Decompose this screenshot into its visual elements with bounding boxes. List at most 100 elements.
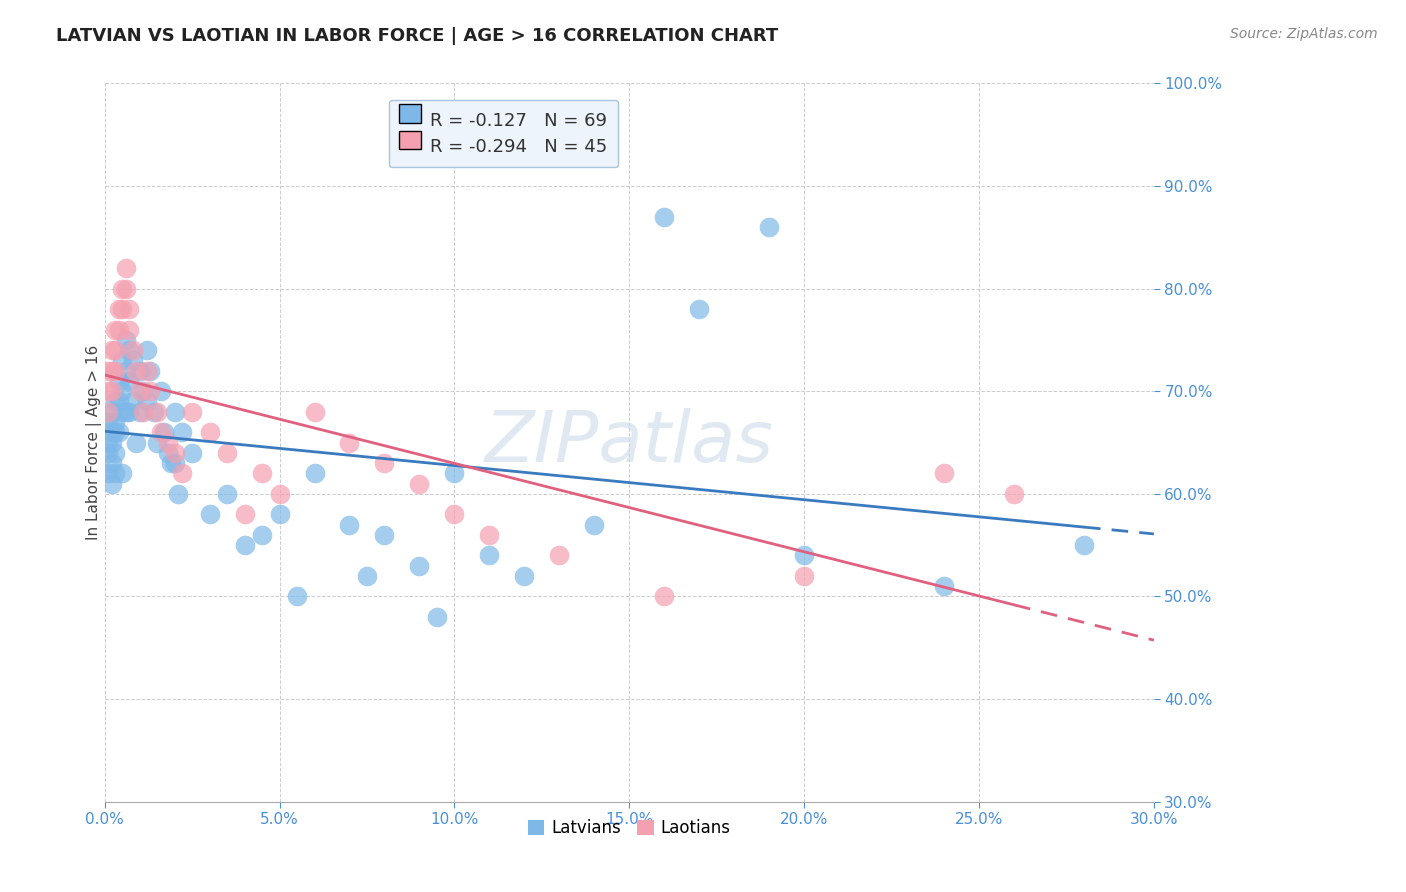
Point — [285, 590, 308, 604]
Point — [100, 435, 122, 450]
Point — [132, 405, 155, 419]
Point — [107, 394, 129, 409]
Point — [107, 374, 129, 388]
Point — [135, 364, 157, 378]
Point — [125, 364, 148, 378]
Point — [233, 508, 256, 522]
Point — [125, 435, 148, 450]
Point — [100, 405, 122, 419]
Point — [408, 476, 430, 491]
Point — [426, 610, 449, 624]
Point — [153, 425, 176, 440]
Point — [135, 343, 157, 358]
Point — [373, 528, 395, 542]
Point — [104, 394, 127, 409]
Point — [443, 467, 465, 481]
Point — [1073, 538, 1095, 552]
Text: Source: ZipAtlas.com: Source: ZipAtlas.com — [1230, 27, 1378, 41]
Point — [170, 467, 193, 481]
Point — [100, 384, 122, 399]
Point — [1002, 487, 1025, 501]
Point — [146, 405, 169, 419]
Point — [128, 405, 150, 419]
Point — [233, 538, 256, 552]
Point — [104, 446, 127, 460]
Point — [97, 467, 120, 481]
Point — [97, 384, 120, 399]
Point — [107, 425, 129, 440]
Point — [139, 364, 162, 378]
Point — [304, 405, 326, 419]
Point — [100, 456, 122, 470]
Point — [478, 528, 501, 542]
Point — [548, 549, 571, 563]
Point — [163, 446, 186, 460]
Point — [793, 569, 815, 583]
Point — [111, 302, 134, 317]
Point — [652, 210, 675, 224]
Point — [104, 425, 127, 440]
Point — [97, 405, 120, 419]
Point — [198, 508, 221, 522]
Point — [100, 476, 122, 491]
Point — [139, 384, 162, 399]
Point — [149, 425, 172, 440]
Point — [758, 220, 780, 235]
Point — [652, 590, 675, 604]
Point — [156, 446, 179, 460]
Point — [339, 435, 361, 450]
Point — [104, 323, 127, 337]
Point — [118, 343, 141, 358]
Point — [142, 405, 165, 419]
Point — [111, 353, 134, 368]
Point — [135, 394, 157, 409]
Point — [250, 528, 273, 542]
Point — [114, 405, 136, 419]
Point — [160, 456, 183, 470]
Point — [339, 517, 361, 532]
Point — [97, 446, 120, 460]
Point — [250, 467, 273, 481]
Point — [932, 467, 955, 481]
Point — [217, 487, 239, 501]
Point — [149, 384, 172, 399]
Point — [104, 467, 127, 481]
Point — [104, 415, 127, 429]
Point — [97, 435, 120, 450]
Point — [217, 446, 239, 460]
Point — [163, 405, 186, 419]
Text: ZIPatlas: ZIPatlas — [485, 408, 773, 477]
Point — [100, 343, 122, 358]
Point — [156, 435, 179, 450]
Point — [111, 405, 134, 419]
Point — [373, 456, 395, 470]
Point — [118, 323, 141, 337]
Point — [104, 343, 127, 358]
Point — [146, 435, 169, 450]
Point — [583, 517, 606, 532]
Point — [128, 384, 150, 399]
Point — [107, 302, 129, 317]
Point — [128, 364, 150, 378]
Point — [111, 467, 134, 481]
Point — [269, 508, 291, 522]
Point — [97, 364, 120, 378]
Point — [513, 569, 536, 583]
Point — [408, 558, 430, 573]
Point — [167, 487, 190, 501]
Point — [114, 364, 136, 378]
Point — [269, 487, 291, 501]
Point — [932, 579, 955, 593]
Point — [118, 374, 141, 388]
Point — [114, 282, 136, 296]
Point — [793, 549, 815, 563]
Point — [111, 384, 134, 399]
Point — [688, 302, 710, 317]
Point — [121, 353, 143, 368]
Text: LATVIAN VS LAOTIAN IN LABOR FORCE | AGE > 16 CORRELATION CHART: LATVIAN VS LAOTIAN IN LABOR FORCE | AGE … — [56, 27, 779, 45]
Point — [118, 302, 141, 317]
Point — [181, 446, 204, 460]
Point — [121, 394, 143, 409]
Point — [478, 549, 501, 563]
Y-axis label: In Labor Force | Age > 16: In Labor Force | Age > 16 — [86, 345, 101, 541]
